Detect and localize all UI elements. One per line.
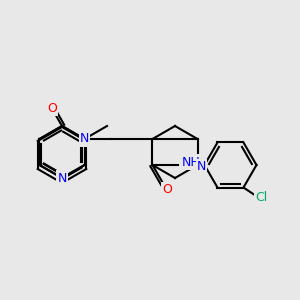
- Text: N: N: [197, 160, 206, 173]
- Text: Cl: Cl: [255, 191, 268, 204]
- Text: O: O: [47, 101, 57, 115]
- Text: NH: NH: [182, 155, 200, 169]
- Text: N: N: [57, 172, 67, 184]
- Text: O: O: [163, 183, 172, 196]
- Text: N: N: [80, 133, 89, 146]
